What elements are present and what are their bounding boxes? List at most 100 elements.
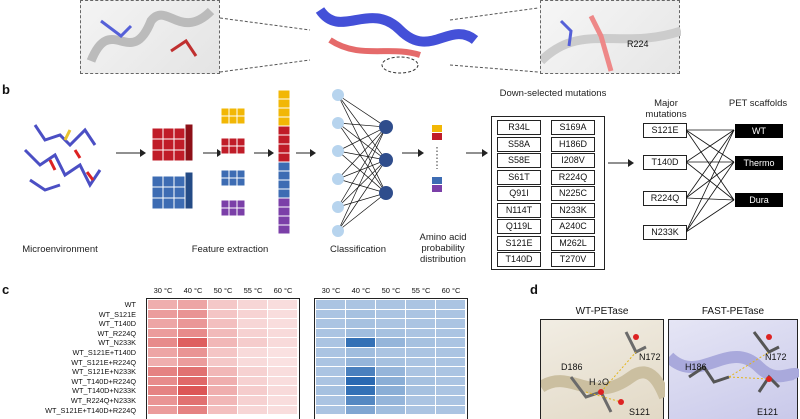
heatmap-cell-red [238, 357, 267, 367]
heatmap-cell-red [208, 309, 237, 319]
heatmap-cell-blue [346, 357, 375, 367]
microenvironment-graphic [23, 124, 102, 192]
downselected-mutation: S169A [551, 120, 595, 135]
heatmap-cell-red [208, 338, 237, 347]
heatmap-cell-blue [406, 319, 435, 328]
heatmap-row-label: WT_S121E+T140D+R224Q [45, 405, 136, 415]
label-classification: Classification [330, 244, 386, 255]
arrow-2 [203, 149, 223, 157]
downselected-mutation: S121E [497, 235, 541, 251]
label-microenvironment: Microenvironment [22, 244, 98, 255]
heatmap-cell-red [178, 357, 207, 367]
heatmap-cell-red [178, 348, 207, 357]
temperature-label: 60 °C [273, 286, 293, 295]
heatmap-cell-red [208, 300, 237, 309]
heatmap-cell-red [148, 338, 177, 347]
wt-residue-d186: D186 [561, 362, 583, 372]
scaffold-box: Dura [735, 193, 783, 207]
heatmap-cell-blue [376, 367, 405, 376]
heatmap-cell-red [208, 396, 237, 405]
wt-residue-n172: N172 [639, 352, 661, 362]
heatmap-cell-red [268, 338, 297, 347]
major-mutation: S121E [643, 123, 687, 138]
panel-a-left-crop [80, 0, 220, 74]
heatmap-cell-red [178, 405, 207, 415]
heatmap-cell-blue [316, 338, 345, 347]
wt-water-o: O [602, 377, 610, 387]
heatmap-cell-red [148, 405, 177, 415]
temperature-label: 50 °C [213, 286, 233, 295]
heatmap-cell-blue [406, 386, 435, 395]
arrow-4 [296, 149, 316, 157]
heatmap-cell-red [238, 319, 267, 328]
major-mutation: N233K [643, 225, 687, 240]
heatmap-cell-red [178, 328, 207, 338]
heatmap-cell-blue [436, 367, 465, 376]
wt-water-sub: 2 [598, 381, 602, 387]
heatmap-row-label: WT_T140D+R224Q [71, 376, 136, 386]
major-mutation: R224Q [643, 191, 687, 206]
heatmap-cell-blue [376, 348, 405, 357]
scaffold-box: Thermo [735, 156, 783, 170]
panel-letter-d: d [530, 282, 538, 297]
residue-label-r224: R224 [627, 39, 649, 49]
heatmap-cell-red [208, 405, 237, 415]
heatmap-cell-blue [376, 396, 405, 405]
heatmap-cell-blue [376, 405, 405, 415]
downselected-mutation: R224Q [551, 169, 595, 185]
heatmap-cell-blue [436, 328, 465, 338]
fast-residue-n172: N172 [765, 352, 787, 362]
wt-water-h: H [589, 377, 596, 387]
heatmap-cell-red [238, 405, 267, 415]
wt-residue-s121: S121 [629, 407, 651, 417]
downselected-mutation: A240C [551, 219, 595, 234]
downselected-mutation: M262L [551, 235, 595, 251]
heatmap-cell-red [208, 357, 237, 367]
downselected-mutation: Q91I [497, 186, 541, 201]
downselected-mutation: N225C [551, 186, 595, 201]
neural-network [332, 89, 393, 237]
protein-structure-left [86, 7, 215, 63]
heatmap-cell-red [208, 319, 237, 328]
fast-petase-inset: ii H186 N172 E121 [664, 306, 800, 419]
heatmap-cell-blue [436, 376, 465, 386]
heatmap-cell-red [148, 367, 177, 376]
wt-petase-title: WT-PETase [540, 306, 664, 320]
heatmap-cell-blue [436, 405, 465, 415]
temperature-label: 55 °C [243, 286, 263, 295]
heatmap-cell-blue [316, 348, 345, 357]
heatmap-blue-frame [314, 298, 468, 419]
heatmap-cell-blue [346, 348, 375, 357]
heatmap-cell-red [208, 367, 237, 376]
scaffold-box: WT [735, 124, 783, 138]
heatmap-row-label: WT_T140D [98, 319, 136, 329]
heatmap-cell-red [268, 367, 297, 376]
heatmap-cell-red [238, 328, 267, 338]
scaffold-title: PET scaffolds [728, 98, 788, 109]
heatmap-row-label: WT_N233K [98, 338, 136, 348]
heatmap-cell-blue [436, 357, 465, 367]
heatmap-red-frame [146, 298, 300, 419]
heatmap-cell-red [208, 328, 237, 338]
heatmap-cell-blue [346, 367, 375, 376]
heatmap-cell-blue [346, 396, 375, 405]
heatmap-cell-blue [376, 309, 405, 319]
panel-a-right-crop: R224 [537, 0, 683, 74]
heatmap-cell-blue [346, 319, 375, 328]
heatmap-cell-blue [346, 309, 375, 319]
heatmap-cell-red [148, 319, 177, 328]
heatmap-cell-blue [406, 396, 435, 405]
heatmap-cell-blue [406, 328, 435, 338]
heatmap-cell-red [178, 309, 207, 319]
heatmap-cell-red [268, 319, 297, 328]
heatmap-cell-blue [346, 405, 375, 415]
heatmap-cell-blue [376, 300, 405, 309]
heatmap-cell-blue [406, 348, 435, 357]
heatmap-cell-red [268, 328, 297, 338]
heatmap-cell-red [148, 348, 177, 357]
panel-letter-c: c [2, 282, 10, 297]
downselected-mutation: T140D [497, 252, 541, 267]
heatmap-cell-red [268, 386, 297, 395]
heatmap-cell-blue [436, 309, 465, 319]
heatmap-cell-blue [376, 338, 405, 347]
